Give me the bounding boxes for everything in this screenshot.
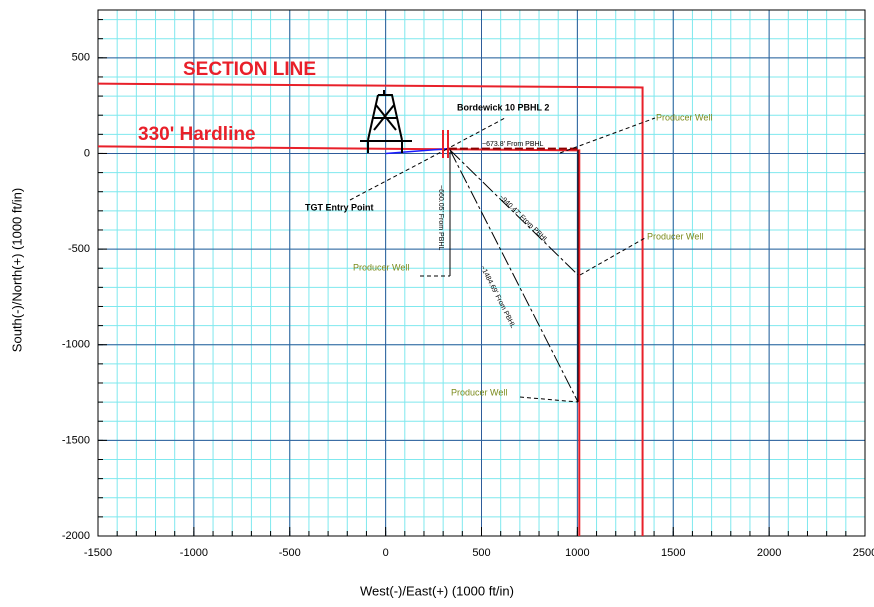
entry-marker bbox=[442, 130, 449, 158]
series-line bbox=[97, 145, 581, 536]
x-tick-label: 0 bbox=[383, 547, 389, 559]
annotation: Producer Well bbox=[353, 262, 409, 272]
x-tick-label: 500 bbox=[472, 547, 490, 559]
annotation: Bordewick 10 PBHL 2 bbox=[457, 102, 549, 112]
annotation: TGT Entry Point bbox=[305, 202, 374, 212]
leader-line bbox=[519, 396, 579, 403]
x-tick-label: -500 bbox=[279, 547, 301, 559]
leader-line bbox=[559, 117, 656, 154]
grid bbox=[97, 9, 866, 537]
y-axis-label: South(-)/North(+) (1000 ft/in) bbox=[9, 188, 24, 352]
leader-line bbox=[579, 237, 646, 276]
x-tick-label: 2500 bbox=[853, 547, 874, 559]
leader-line bbox=[449, 149, 579, 276]
y-tick-label: -2000 bbox=[62, 530, 90, 542]
annotation: Producer Well bbox=[656, 112, 712, 122]
x-axis-label: West(-)/East(+) (1000 ft/in) bbox=[360, 583, 514, 598]
y-tick-label: 0 bbox=[84, 147, 90, 159]
annotation: ~673.8' From PBHL bbox=[482, 141, 544, 148]
y-tick-label: 500 bbox=[72, 52, 90, 64]
x-tick-label: 2000 bbox=[757, 547, 781, 559]
leader-line bbox=[449, 149, 579, 403]
y-tick-label: -500 bbox=[68, 243, 90, 255]
y-tick-label: -1500 bbox=[62, 434, 90, 446]
marks bbox=[97, 82, 656, 536]
x-tick-label: 1500 bbox=[661, 547, 685, 559]
series-line bbox=[97, 82, 644, 536]
rig-frame bbox=[367, 90, 403, 141]
leader-line bbox=[444, 117, 506, 151]
x-tick-label: -1000 bbox=[180, 547, 208, 559]
x-tick-label: -1500 bbox=[84, 547, 112, 559]
plot-frame bbox=[97, 9, 866, 537]
annotation: Producer Well bbox=[647, 231, 703, 241]
series-line bbox=[385, 147, 449, 155]
leader-line bbox=[349, 149, 446, 201]
annotation: Producer Well bbox=[451, 387, 507, 397]
rig-base bbox=[360, 140, 412, 153]
x-tick-label: 1000 bbox=[565, 547, 589, 559]
rig-icon bbox=[360, 90, 412, 153]
annotation: ~660.05' From PBHL bbox=[437, 185, 444, 250]
y-tick-label: -1000 bbox=[62, 339, 90, 351]
series-label: SECTION LINE bbox=[183, 59, 316, 80]
series-label: 330' Hardline bbox=[138, 124, 256, 145]
